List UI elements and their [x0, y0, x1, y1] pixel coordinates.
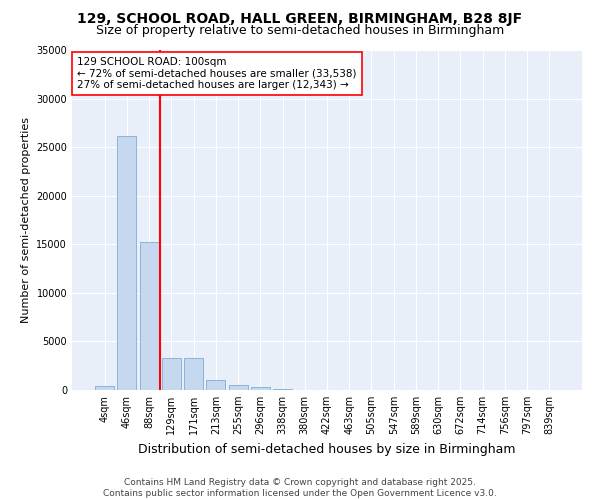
Y-axis label: Number of semi-detached properties: Number of semi-detached properties — [21, 117, 31, 323]
Bar — [251, 388, 270, 390]
Bar — [162, 358, 181, 390]
X-axis label: Distribution of semi-detached houses by size in Birmingham: Distribution of semi-detached houses by … — [138, 442, 516, 456]
Bar — [140, 242, 158, 390]
Bar — [184, 358, 203, 390]
Text: Contains HM Land Registry data © Crown copyright and database right 2025.
Contai: Contains HM Land Registry data © Crown c… — [103, 478, 497, 498]
Bar — [95, 386, 114, 390]
Text: 129, SCHOOL ROAD, HALL GREEN, BIRMINGHAM, B28 8JF: 129, SCHOOL ROAD, HALL GREEN, BIRMINGHAM… — [77, 12, 523, 26]
Bar — [118, 136, 136, 390]
Bar — [206, 380, 225, 390]
Text: 129 SCHOOL ROAD: 100sqm
← 72% of semi-detached houses are smaller (33,538)
27% o: 129 SCHOOL ROAD: 100sqm ← 72% of semi-de… — [77, 57, 356, 90]
Bar — [229, 386, 248, 390]
Text: Size of property relative to semi-detached houses in Birmingham: Size of property relative to semi-detach… — [96, 24, 504, 37]
Bar — [273, 389, 292, 390]
